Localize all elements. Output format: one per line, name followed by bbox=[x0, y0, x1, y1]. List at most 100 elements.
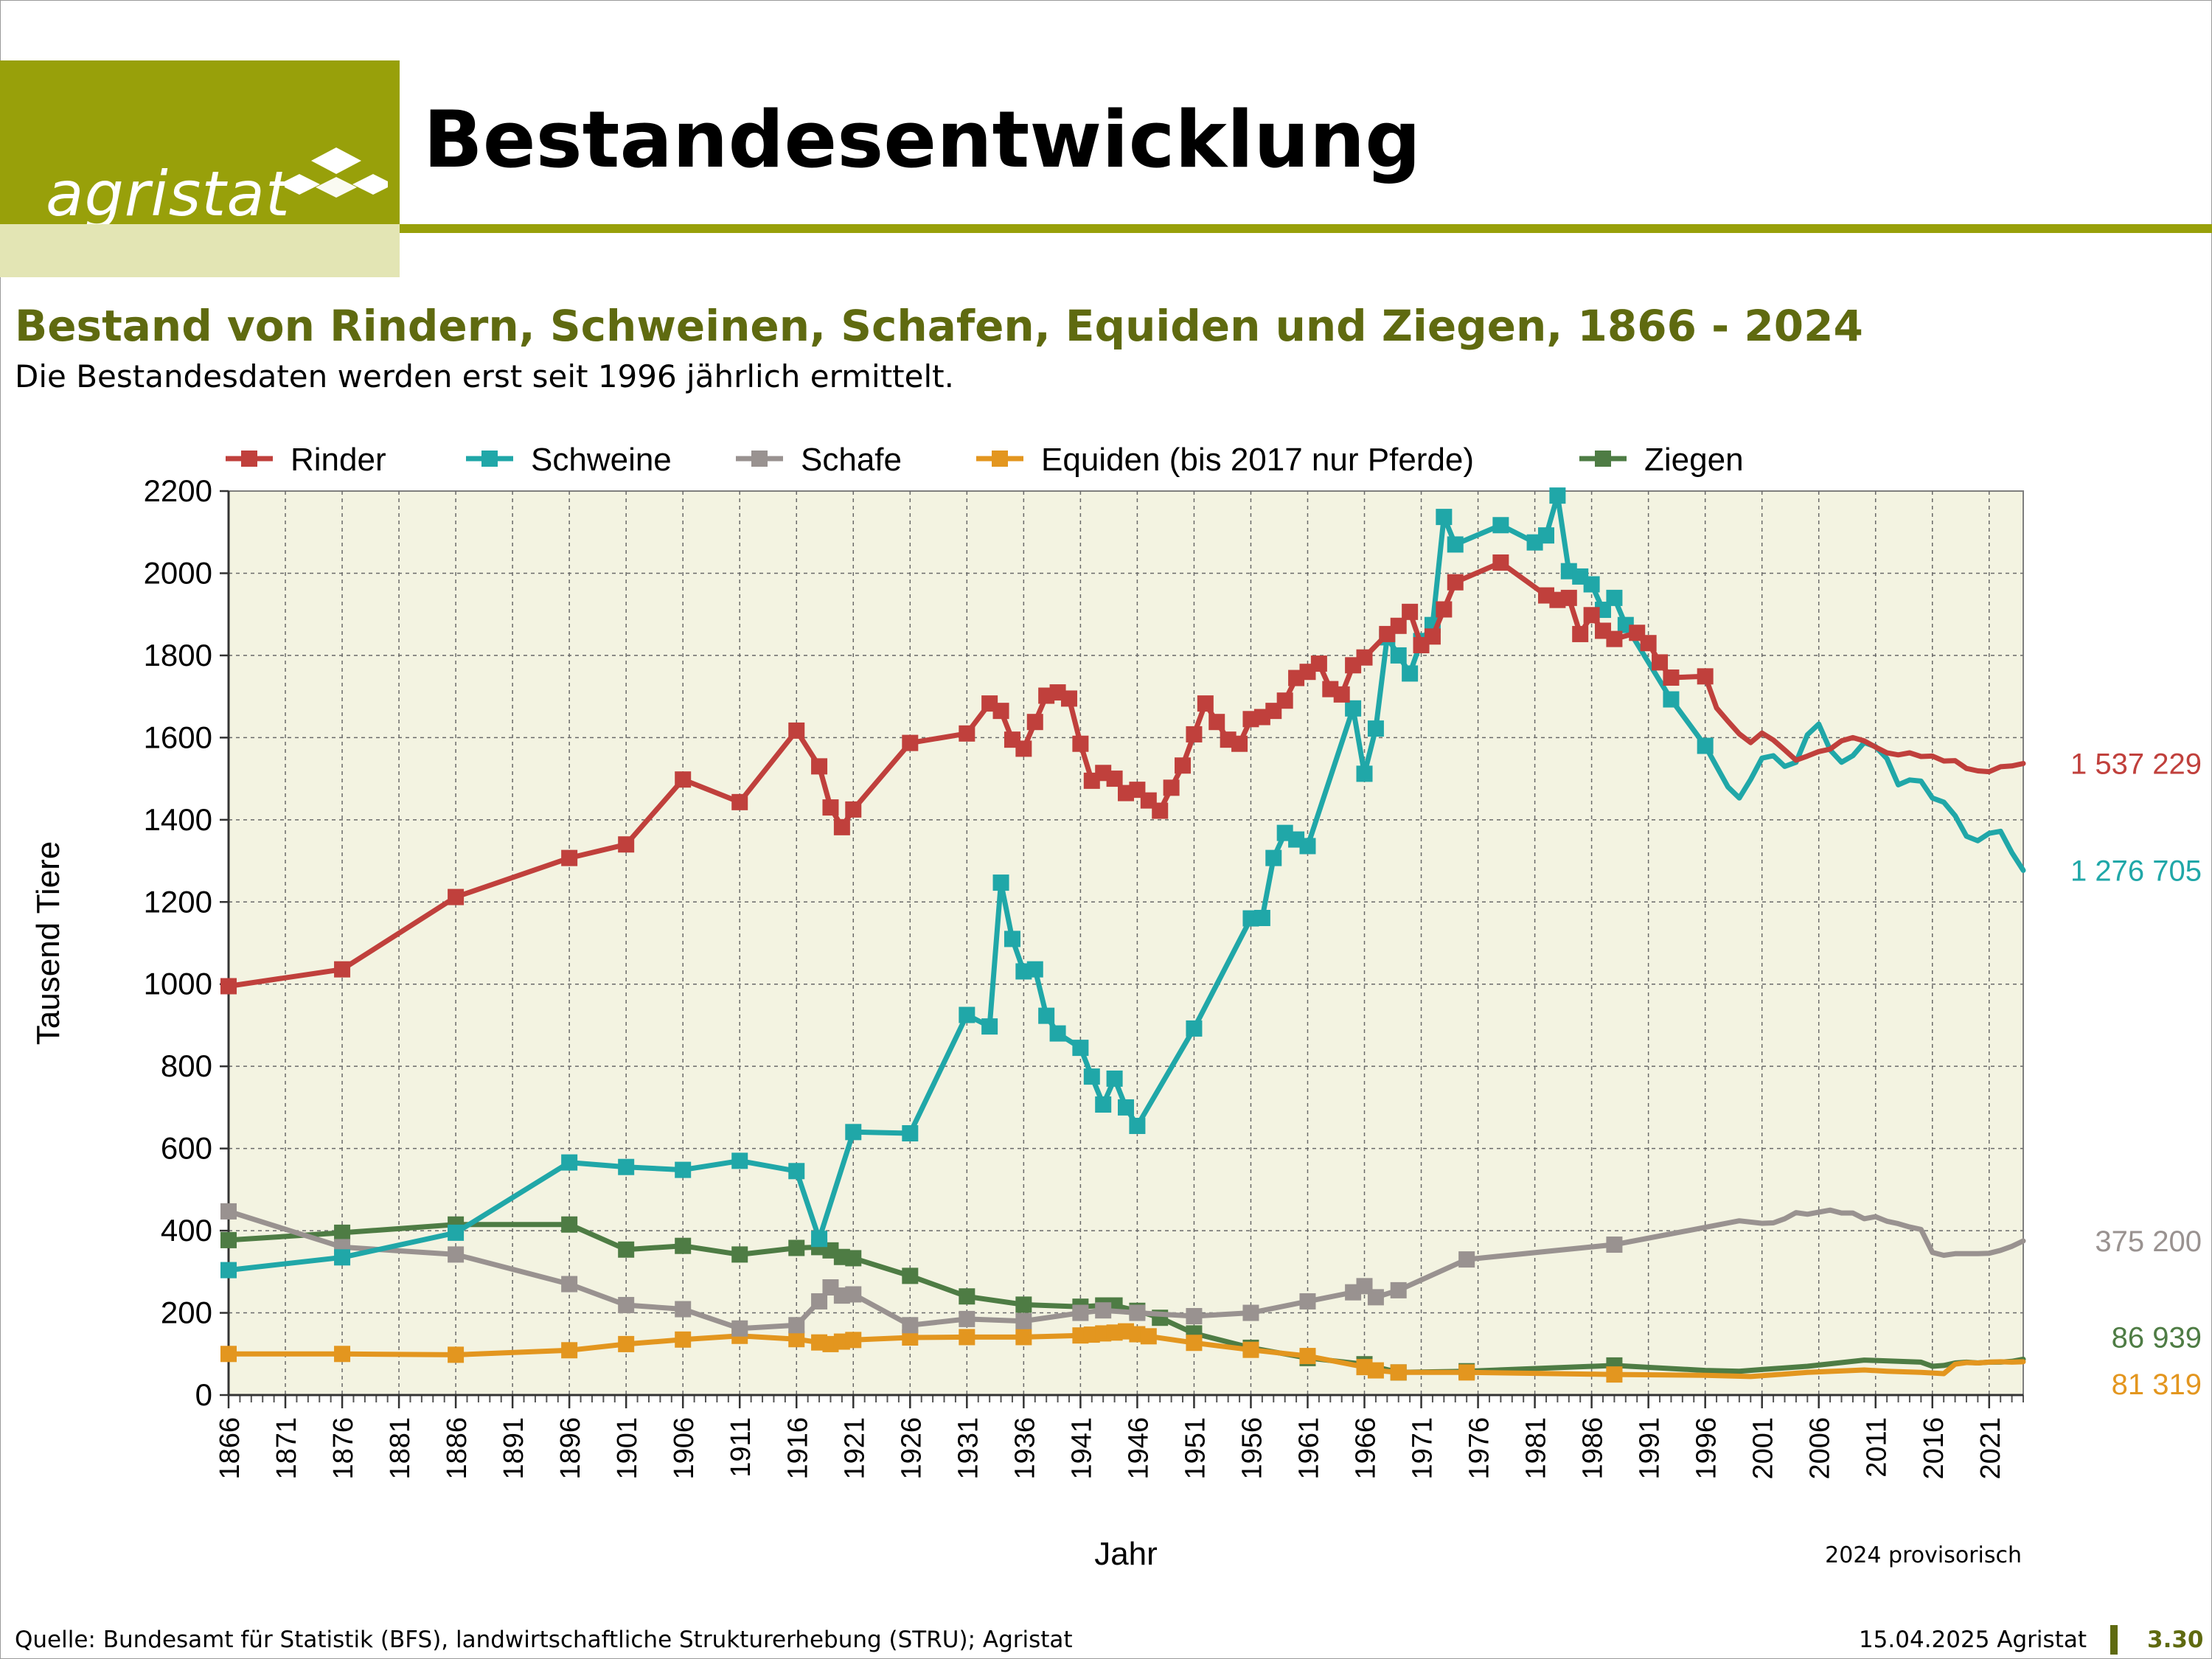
data-point bbox=[1310, 655, 1327, 672]
x-tick-label: 1971 bbox=[1408, 1417, 1439, 1480]
data-point bbox=[1015, 740, 1032, 757]
data-point bbox=[448, 1224, 465, 1241]
series-equiden bbox=[220, 1323, 2026, 1383]
data-point bbox=[618, 1335, 635, 1352]
x-tick-label: 1916 bbox=[782, 1417, 813, 1480]
logo-mark-icon bbox=[285, 147, 388, 198]
x-tick-label: 1891 bbox=[498, 1417, 529, 1480]
data-point bbox=[675, 1331, 692, 1348]
data-point bbox=[788, 1331, 805, 1348]
data-point bbox=[448, 1246, 465, 1263]
data-point bbox=[1072, 1304, 1089, 1321]
data-point bbox=[902, 1329, 919, 1346]
data-point bbox=[1231, 735, 1248, 752]
x-tick-label: 1966 bbox=[1351, 1417, 1382, 1480]
x-tick-label: 1901 bbox=[612, 1417, 643, 1480]
x-tick-label: 1936 bbox=[1009, 1417, 1040, 1480]
data-point bbox=[220, 1262, 237, 1279]
data-point bbox=[1606, 1237, 1623, 1253]
end-value-label: 375 200 bbox=[2095, 1225, 2202, 1258]
x-tick-label: 2011 bbox=[1862, 1417, 1893, 1478]
page-title: Bestandesentwicklung bbox=[423, 94, 1422, 185]
data-point bbox=[1458, 1251, 1475, 1268]
x-tick-label: 1911 bbox=[726, 1417, 757, 1478]
y-tick-label: 2000 bbox=[144, 555, 212, 590]
page-number: 3.30 bbox=[2147, 1627, 2204, 1653]
x-tick-label: 2001 bbox=[1748, 1417, 1779, 1480]
data-point bbox=[731, 793, 748, 810]
data-point bbox=[822, 799, 839, 816]
footer-source: Quelle: Bundesamt für Statistik (BFS), l… bbox=[15, 1627, 1073, 1653]
y-tick-label: 200 bbox=[161, 1295, 212, 1330]
series-rinder bbox=[220, 554, 2026, 995]
data-point bbox=[902, 1125, 919, 1142]
data-point bbox=[618, 1296, 635, 1313]
data-point bbox=[1129, 1304, 1146, 1321]
data-point bbox=[1549, 487, 1566, 504]
y-tick-label: 1800 bbox=[144, 638, 212, 672]
data-point bbox=[1583, 607, 1600, 624]
data-point bbox=[1356, 649, 1373, 666]
data-point bbox=[1583, 576, 1600, 593]
data-point bbox=[1276, 692, 1293, 709]
legend-item: Equiden (bis 2017 nur Pferde) bbox=[976, 442, 1474, 478]
data-point bbox=[1606, 589, 1623, 606]
data-point bbox=[1038, 1007, 1055, 1024]
data-point bbox=[1242, 1341, 1259, 1358]
data-point bbox=[1015, 1312, 1032, 1329]
legend-item: Rinder bbox=[226, 442, 386, 478]
data-point bbox=[1333, 686, 1350, 703]
end-value-label: 1 537 229 bbox=[2070, 748, 2202, 780]
x-tick-label: 1986 bbox=[1578, 1417, 1609, 1480]
data-point bbox=[1663, 691, 1680, 708]
data-point bbox=[618, 1241, 635, 1258]
data-point bbox=[902, 1317, 919, 1334]
data-point bbox=[959, 1310, 975, 1327]
data-point bbox=[561, 1276, 578, 1293]
y-tick-label: 800 bbox=[161, 1048, 212, 1083]
data-point bbox=[1436, 601, 1453, 618]
y-tick-label: 400 bbox=[161, 1213, 212, 1248]
data-point bbox=[1345, 700, 1362, 717]
data-point bbox=[845, 1124, 862, 1141]
x-tick-label: 1996 bbox=[1691, 1417, 1722, 1480]
data-point bbox=[1095, 1302, 1112, 1319]
data-point bbox=[334, 961, 351, 978]
data-point bbox=[1026, 714, 1043, 731]
data-point bbox=[1106, 771, 1123, 787]
x-tick-label: 2021 bbox=[1975, 1417, 2006, 1480]
end-value-label: 81 319 bbox=[2112, 1368, 2202, 1401]
data-point bbox=[731, 1320, 748, 1337]
data-point bbox=[902, 1267, 919, 1284]
data-point bbox=[1186, 726, 1203, 742]
data-point bbox=[1640, 635, 1657, 652]
data-point bbox=[561, 1342, 578, 1359]
data-point bbox=[1367, 1362, 1384, 1379]
data-point bbox=[959, 725, 975, 742]
data-point bbox=[1072, 1040, 1089, 1057]
data-point bbox=[1356, 765, 1373, 782]
data-point bbox=[675, 1301, 692, 1318]
data-point bbox=[1402, 665, 1419, 682]
data-point bbox=[1026, 961, 1043, 978]
data-point bbox=[220, 1231, 237, 1248]
legend-marker bbox=[992, 451, 1008, 467]
data-point bbox=[1390, 1281, 1407, 1298]
data-point bbox=[1424, 628, 1441, 645]
data-point bbox=[1083, 1068, 1100, 1085]
data-point bbox=[1447, 574, 1464, 591]
x-tick-label: 1926 bbox=[896, 1417, 927, 1480]
legend-label: Ziegen bbox=[1644, 442, 1744, 478]
data-point bbox=[1095, 1096, 1112, 1113]
data-point bbox=[675, 1161, 692, 1178]
data-point bbox=[811, 1293, 828, 1310]
data-point bbox=[1436, 509, 1453, 526]
y-tick-label: 1400 bbox=[144, 802, 212, 837]
data-point bbox=[448, 888, 465, 905]
data-point bbox=[845, 1250, 862, 1267]
data-point bbox=[1242, 1304, 1259, 1321]
y-tick-label: 1200 bbox=[144, 884, 212, 919]
x-tick-label: 1951 bbox=[1180, 1417, 1211, 1480]
data-point bbox=[811, 1231, 828, 1248]
data-point bbox=[788, 1163, 805, 1180]
